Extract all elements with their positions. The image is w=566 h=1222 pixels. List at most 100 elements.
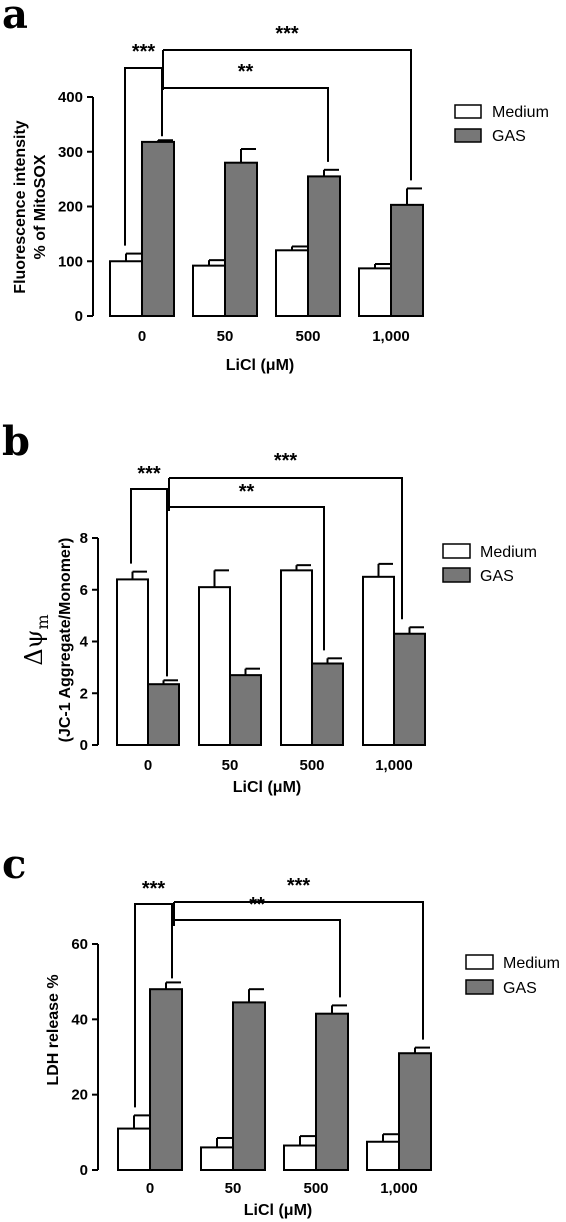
x-axis-title-b: LiCl (μM) bbox=[233, 779, 301, 796]
bar-gas bbox=[390, 203, 424, 317]
panel-letter-c: c bbox=[2, 841, 26, 888]
x-tick-label: 50 bbox=[222, 757, 239, 774]
significance-bracket bbox=[130, 488, 168, 677]
x-tick-label: 1,000 bbox=[380, 1180, 418, 1197]
panel-a: a Fluorescence intensity % of MitoSOX 0 1… bbox=[2, 0, 549, 374]
legend-label-gas-a: GAS bbox=[492, 128, 526, 145]
legend-swatch-medium-b bbox=[442, 543, 471, 559]
y-axis-title-b-line1: Δψm bbox=[20, 614, 52, 665]
significance-bracket bbox=[124, 67, 163, 246]
significance-bracket bbox=[163, 87, 329, 162]
significance-bracket bbox=[163, 49, 412, 181]
bar-medium bbox=[283, 1144, 317, 1172]
x-tick-label: 50 bbox=[225, 1180, 242, 1197]
bar-gas bbox=[398, 1052, 432, 1171]
y-tick-label: 6 bbox=[80, 582, 88, 599]
y-tick-label: 300 bbox=[58, 144, 83, 161]
y-axis-title-b-line2: (JC-1 Aggregate/Monomer) bbox=[57, 538, 74, 743]
y-tick-label: 0 bbox=[80, 1162, 88, 1179]
panel-letter-a: a bbox=[2, 0, 28, 38]
chart-b-y-title: Δψm (JC-1 Aggregate/Monomer) bbox=[20, 538, 74, 743]
significance-label: *** bbox=[275, 23, 299, 45]
x-tick-label: 50 bbox=[217, 328, 234, 345]
panel-b: b Δψm (JC-1 Aggregate/Monomer) 0 2 4 6 8 0 50 5… bbox=[2, 418, 537, 796]
legend-label-medium-b: Medium bbox=[480, 544, 537, 561]
y-tick-label: 8 bbox=[80, 530, 88, 547]
bar-gas bbox=[393, 632, 426, 746]
y-axis-title-a-line2: % of MitoSOX bbox=[32, 154, 49, 259]
legend-swatch-gas-c bbox=[465, 979, 494, 995]
y-tick-label: 400 bbox=[58, 89, 83, 106]
significance-label: *** bbox=[274, 450, 298, 472]
significance-bracket bbox=[169, 506, 325, 651]
legend-swatch-gas-b bbox=[442, 567, 471, 583]
legend-label-medium-a: Medium bbox=[492, 104, 549, 121]
bar-medium bbox=[192, 264, 226, 318]
x-tick-label: 500 bbox=[295, 328, 320, 345]
legend-swatch-gas-a bbox=[454, 128, 482, 143]
bar-gas bbox=[147, 683, 180, 746]
bar-medium bbox=[358, 267, 392, 317]
bar-medium bbox=[117, 1127, 151, 1171]
y-axis-title-a-line1: Fluorescence intensity bbox=[12, 120, 29, 293]
bar-medium bbox=[280, 569, 313, 746]
significance-label: ** bbox=[239, 481, 255, 503]
bar-medium bbox=[200, 1146, 234, 1172]
legend-c: Medium GAS bbox=[465, 954, 560, 997]
bar-gas bbox=[229, 674, 262, 747]
bar-gas bbox=[315, 1012, 349, 1172]
x-tick-label: 500 bbox=[303, 1180, 328, 1197]
y-tick-label: 0 bbox=[75, 308, 83, 325]
y-tick-label: 40 bbox=[71, 1011, 88, 1028]
bar-gas bbox=[311, 662, 344, 747]
x-axis-title-a: LiCl (μM) bbox=[226, 357, 294, 374]
y-tick-label: 4 bbox=[80, 634, 89, 651]
x-tick-label: 0 bbox=[144, 757, 152, 774]
y-tick-label: 20 bbox=[71, 1087, 88, 1104]
legend-label-gas-b: GAS bbox=[480, 568, 514, 585]
bar-gas bbox=[307, 175, 341, 317]
significance-label: *** bbox=[287, 875, 311, 897]
bar-medium bbox=[198, 586, 231, 746]
bar-medium bbox=[116, 578, 149, 747]
significance-label: ** bbox=[249, 894, 265, 916]
legend-label-gas-c: GAS bbox=[503, 980, 537, 997]
legend-swatch-medium-a bbox=[454, 104, 482, 119]
x-tick-label: 0 bbox=[146, 1180, 154, 1197]
x-tick-label: 500 bbox=[299, 757, 324, 774]
legend-label-medium-c: Medium bbox=[503, 955, 560, 972]
x-tick-label: 0 bbox=[138, 328, 146, 345]
bar-gas bbox=[149, 988, 183, 1172]
x-tick-label: 1,000 bbox=[375, 757, 413, 774]
significance-label: *** bbox=[137, 463, 161, 485]
x-axis-title-c: LiCl (μM) bbox=[244, 1202, 312, 1219]
significance-label: *** bbox=[132, 41, 156, 63]
bar-medium bbox=[362, 575, 395, 746]
significance-label: ** bbox=[238, 61, 254, 83]
significance-bracket bbox=[134, 903, 173, 1108]
y-tick-label: 200 bbox=[58, 199, 83, 216]
bar-medium bbox=[275, 249, 309, 317]
bar-gas bbox=[224, 161, 258, 317]
legend-b: Medium GAS bbox=[442, 543, 537, 585]
bar-gas bbox=[141, 140, 175, 317]
legend-swatch-medium-c bbox=[465, 954, 494, 970]
y-tick-label: 2 bbox=[80, 685, 88, 702]
significance-bracket bbox=[174, 901, 424, 1040]
chart-a-y-title: Fluorescence intensity % of MitoSOX bbox=[12, 120, 49, 293]
bar-medium bbox=[109, 260, 143, 317]
y-tick-label: 60 bbox=[71, 936, 88, 953]
y-tick-label: 100 bbox=[58, 253, 83, 270]
bar-medium bbox=[366, 1140, 400, 1171]
x-tick-label: 1,000 bbox=[372, 328, 410, 345]
legend-a: Medium GAS bbox=[454, 104, 549, 145]
significance-bracket bbox=[174, 919, 341, 998]
y-tick-label: 0 bbox=[80, 737, 88, 754]
bar-gas bbox=[232, 1001, 266, 1172]
significance-label: *** bbox=[142, 878, 166, 900]
